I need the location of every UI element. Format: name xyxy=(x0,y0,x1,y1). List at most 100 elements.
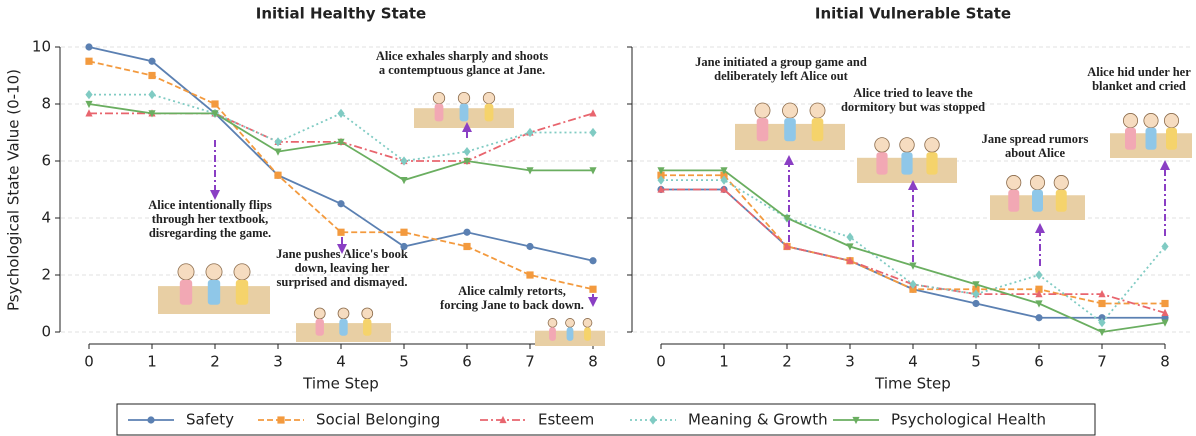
marker xyxy=(400,242,408,251)
figure-head xyxy=(899,137,915,153)
marker xyxy=(846,256,854,264)
illustration xyxy=(535,318,605,346)
annotation-text: Jane pushes Alice's book xyxy=(276,247,408,261)
figure-body xyxy=(1145,127,1157,150)
marker xyxy=(657,171,665,179)
figure-head xyxy=(313,307,326,320)
series-line xyxy=(661,188,1165,319)
figure-body xyxy=(784,118,796,142)
figure-head xyxy=(432,91,446,105)
figure-body xyxy=(459,103,469,122)
marker xyxy=(400,156,408,166)
marker xyxy=(85,100,93,109)
figure-body xyxy=(1125,127,1136,150)
marker xyxy=(657,167,665,175)
figure-body xyxy=(235,279,249,305)
figure-body xyxy=(207,279,221,305)
series-line xyxy=(88,60,594,291)
marker xyxy=(972,299,980,308)
marker xyxy=(657,175,665,185)
figure-head xyxy=(482,91,496,105)
legend-marker xyxy=(499,415,507,424)
marker xyxy=(1161,241,1169,252)
marker xyxy=(337,108,345,119)
figure-head xyxy=(754,102,771,119)
marker xyxy=(972,285,980,293)
figure-head xyxy=(924,137,940,153)
marker xyxy=(1098,314,1106,322)
y-axis-label: Psychological State Value (0-10) xyxy=(5,69,23,311)
marker xyxy=(589,257,597,265)
annotation-text: Alice intentionally flips xyxy=(148,198,272,212)
panel-title: Initial Vulnerable State xyxy=(815,5,1011,23)
figure-body xyxy=(315,318,324,336)
marker xyxy=(526,271,534,279)
marker xyxy=(337,228,345,236)
marker xyxy=(1035,270,1043,280)
figure-head xyxy=(1122,113,1139,129)
marker xyxy=(1035,285,1043,293)
figure-body xyxy=(756,118,769,142)
figure-body xyxy=(549,327,556,341)
marker xyxy=(909,262,917,270)
marker xyxy=(148,57,156,65)
x-tick-label: 7 xyxy=(525,353,535,371)
marker xyxy=(720,171,728,179)
legend-label: Psychological Health xyxy=(891,411,1046,429)
marker xyxy=(589,285,597,293)
x-tick-label: 6 xyxy=(462,353,472,371)
figure-head xyxy=(177,263,195,281)
marker xyxy=(1098,299,1106,308)
marker xyxy=(783,242,791,250)
y-tick-label: 10 xyxy=(32,38,51,56)
y-tick-label: 6 xyxy=(41,152,51,170)
illustration xyxy=(296,307,391,342)
annotation-text: about Alice xyxy=(1005,146,1066,160)
x-tick-label: 5 xyxy=(399,353,409,371)
marker xyxy=(1035,314,1043,322)
marker xyxy=(1098,328,1106,337)
annotation-text: Alice hid under her xyxy=(1087,65,1191,79)
marker xyxy=(463,242,471,251)
legend-label: Meaning & Growth xyxy=(688,411,828,429)
figure-body xyxy=(339,318,348,336)
figure-body xyxy=(901,152,913,175)
legend-label: Safety xyxy=(186,411,234,429)
figure-body xyxy=(434,103,444,122)
annotation-text: Alice calmly retorts, xyxy=(458,284,566,298)
x-tick-label: 8 xyxy=(1160,353,1170,371)
figure-head xyxy=(1006,175,1022,191)
x-axis-label: Time Step xyxy=(302,375,379,393)
legend-label: Social Belonging xyxy=(316,411,440,429)
marker xyxy=(1161,299,1169,308)
marker xyxy=(972,281,980,289)
annotation-text: Alice tried to leave the xyxy=(853,86,973,100)
marker xyxy=(400,228,408,236)
legend-marker xyxy=(649,415,657,425)
marker xyxy=(720,185,728,193)
figure-head xyxy=(565,318,575,328)
figure-head xyxy=(582,318,593,328)
marker xyxy=(463,228,471,236)
figure-head xyxy=(361,307,374,320)
marker xyxy=(274,171,282,179)
legend-marker xyxy=(277,416,285,424)
marker xyxy=(211,100,219,108)
x-tick-label: 5 xyxy=(971,353,981,371)
marker xyxy=(589,167,597,175)
marker xyxy=(85,89,93,100)
figure-body xyxy=(876,152,888,175)
figure-head xyxy=(1143,113,1159,129)
marker xyxy=(400,176,408,185)
annotation-text: down, leaving her xyxy=(295,261,390,275)
marker xyxy=(783,214,791,223)
marker xyxy=(720,175,728,185)
x-tick-label: 7 xyxy=(1097,353,1107,371)
figure-body xyxy=(484,103,494,122)
figure-body xyxy=(363,318,372,336)
illustration xyxy=(735,102,845,150)
marker xyxy=(1161,319,1169,327)
marker xyxy=(1161,308,1169,317)
series-line xyxy=(89,112,594,162)
annotation-text: Jane initiated a group game and xyxy=(695,55,867,69)
